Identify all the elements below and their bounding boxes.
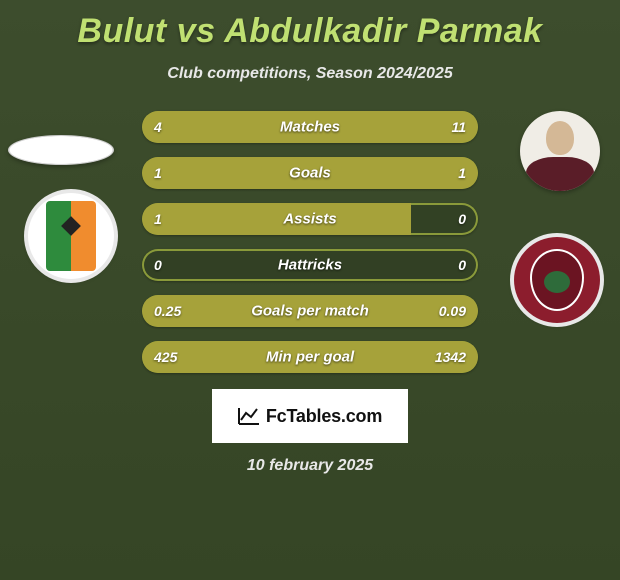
page-subtitle: Club competitions, Season 2024/2025 [0,65,620,83]
stat-value-left: 0 [154,257,162,273]
stat-label: Hattricks [278,257,342,274]
stat-label: Assists [283,211,336,228]
stat-bar: 1 0 Assists [142,203,478,235]
stat-value-right: 11 [451,119,466,135]
stat-value-left: 1 [154,211,162,227]
comparison-panel: 411Matches11Goals10Assists00Hattricks0.2… [0,111,620,475]
stat-bar: 0.25 0.09 Goals per match [142,295,478,327]
stat-bar: 0 0 Hattricks [142,249,478,281]
stat-bar-fill-left [142,157,310,189]
stat-bar-fill-left [142,203,411,235]
stat-value-left: 425 [154,349,177,365]
stat-label: Matches [280,119,340,136]
stat-value-right: 1342 [435,349,466,365]
player-left-avatar [8,135,114,165]
brand-chart-icon [238,407,260,425]
stat-label: Goals per match [251,303,369,320]
stat-value-left: 1 [154,165,162,181]
brand-banner[interactable]: FcTables.com [212,389,408,443]
date-line: 10 february 2025 [0,457,620,475]
stat-label: Min per goal [266,349,354,366]
stat-bar: 425 1342 Min per goal [142,341,478,373]
stat-value-right: 0 [458,257,466,273]
player-right-avatar [520,111,600,191]
stat-value-left: 4 [154,119,162,135]
stat-label: Goals [289,165,331,182]
stat-bar-fill-right [232,111,478,143]
stat-value-right: 1 [458,165,466,181]
stat-bar: 1 1 Goals [142,157,478,189]
club-right-badge [514,237,600,323]
stat-bars: 411Matches11Goals10Assists00Hattricks0.2… [142,111,478,373]
page-title: Bulut vs Abdulkadir Parmak [0,0,620,51]
stat-value-left: 0.25 [154,303,181,319]
brand-text: FcTables.com [266,406,382,427]
stat-value-right: 0 [458,211,466,227]
stat-bar-fill-right [310,157,478,189]
club-left-badge [28,193,114,279]
stat-bar: 4 11 Matches [142,111,478,143]
stat-value-right: 0.09 [439,303,466,319]
